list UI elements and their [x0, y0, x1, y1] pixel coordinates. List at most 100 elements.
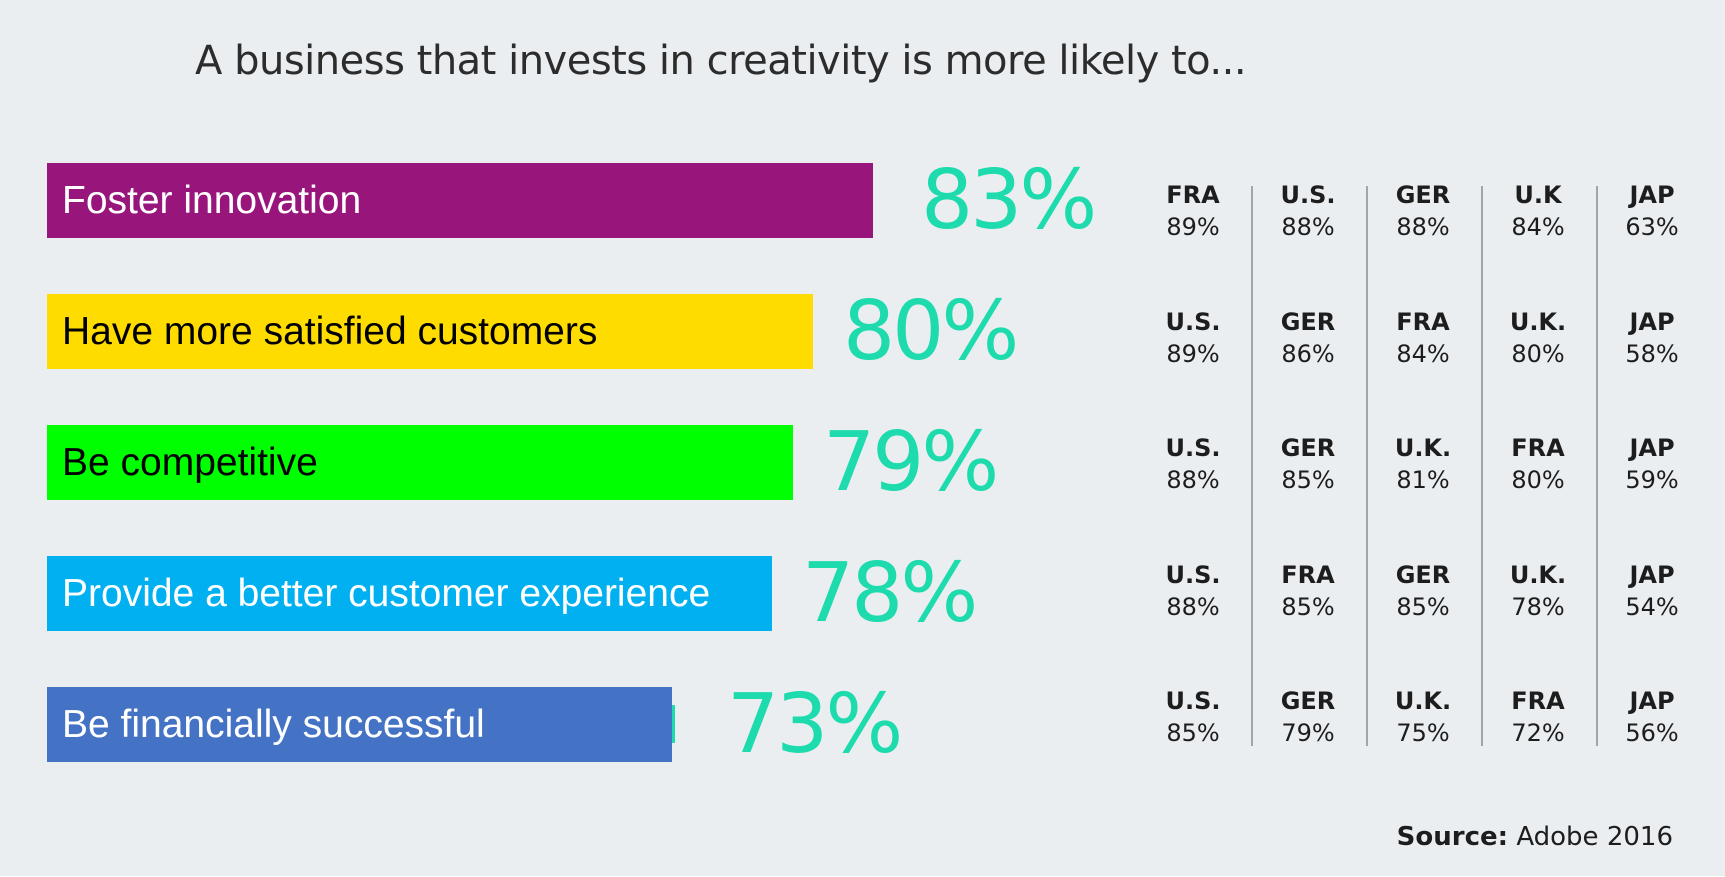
- bar: Have more satisfied customers: [47, 294, 813, 369]
- country-name: FRA: [1511, 687, 1565, 715]
- country-value: 84%: [1511, 213, 1565, 241]
- country-value: 54%: [1625, 593, 1679, 621]
- country-name: JAP: [1629, 308, 1675, 336]
- country-cell: GER 85%: [1373, 559, 1473, 623]
- country-name: JAP: [1629, 687, 1675, 715]
- country-name: U.S.: [1165, 434, 1221, 462]
- country-cell: JAP 59%: [1602, 432, 1702, 496]
- country-cell: JAP 56%: [1602, 685, 1702, 749]
- country-value: 75%: [1396, 719, 1450, 747]
- country-name: GER: [1395, 561, 1451, 589]
- country-cell: U.K. 78%: [1488, 559, 1588, 623]
- country-cell: U.S. 85%: [1143, 685, 1243, 749]
- country-name: FRA: [1511, 434, 1565, 462]
- country-value: 81%: [1396, 466, 1450, 494]
- bar-label: Be financially successful: [62, 702, 485, 746]
- column-separator: [1366, 186, 1368, 746]
- bar-value-label: 79%: [823, 415, 999, 510]
- country-name: GER: [1280, 308, 1336, 336]
- country-cell: JAP 54%: [1602, 559, 1702, 623]
- country-name: GER: [1280, 434, 1336, 462]
- bar-value-label: 80%: [843, 284, 1019, 379]
- country-name: U.K.: [1394, 434, 1452, 462]
- country-cell: U.S. 88%: [1258, 179, 1358, 243]
- country-name: JAP: [1629, 181, 1675, 209]
- bar: Provide a better customer experience: [47, 556, 772, 631]
- country-cell: U.S. 89%: [1143, 306, 1243, 370]
- country-value: 80%: [1511, 466, 1565, 494]
- country-cell: GER 85%: [1258, 432, 1358, 496]
- country-name: U.K.: [1509, 561, 1567, 589]
- country-cell: FRA 80%: [1488, 432, 1588, 496]
- country-value: 85%: [1281, 593, 1335, 621]
- country-cell: U.S. 88%: [1143, 432, 1243, 496]
- bar-value-label: 73%: [727, 677, 903, 772]
- country-value: 88%: [1396, 213, 1450, 241]
- country-name: JAP: [1629, 561, 1675, 589]
- country-value: 85%: [1166, 719, 1220, 747]
- country-name: U.S.: [1165, 561, 1221, 589]
- bar-value-label: 83%: [921, 153, 1097, 248]
- country-cell: GER 86%: [1258, 306, 1358, 370]
- country-name: JAP: [1629, 434, 1675, 462]
- country-value: 88%: [1166, 466, 1220, 494]
- country-value: 79%: [1281, 719, 1335, 747]
- country-value: 88%: [1281, 213, 1335, 241]
- country-name: FRA: [1166, 181, 1220, 209]
- country-name: GER: [1395, 181, 1451, 209]
- bar-end-marker: [672, 705, 675, 743]
- column-separator: [1596, 186, 1598, 746]
- bar-label: Foster innovation: [62, 178, 362, 222]
- country-cell: U.K. 81%: [1373, 432, 1473, 496]
- country-cell: GER 88%: [1373, 179, 1473, 243]
- country-name: U.S.: [1165, 687, 1221, 715]
- country-cell: FRA 72%: [1488, 685, 1588, 749]
- country-value: 89%: [1166, 340, 1220, 368]
- bar: Be competitive: [47, 425, 793, 500]
- country-cell: U.K 84%: [1488, 179, 1588, 243]
- bar-label: Provide a better customer experience: [62, 571, 711, 615]
- country-name: FRA: [1281, 561, 1335, 589]
- bar-label: Be competitive: [62, 440, 318, 484]
- bar-label: Have more satisfied customers: [62, 309, 598, 353]
- country-value: 85%: [1281, 466, 1335, 494]
- bar: Foster innovation: [47, 163, 873, 238]
- country-name: GER: [1280, 687, 1336, 715]
- country-name: U.K: [1514, 181, 1562, 209]
- source-note: Source: Adobe 2016: [1397, 822, 1673, 852]
- country-value: 80%: [1511, 340, 1565, 368]
- country-value: 88%: [1166, 593, 1220, 621]
- country-cell: JAP 58%: [1602, 306, 1702, 370]
- source-label: Source:: [1396, 822, 1509, 852]
- country-value: 84%: [1396, 340, 1450, 368]
- country-value: 86%: [1281, 340, 1335, 368]
- country-cell: GER 79%: [1258, 685, 1358, 749]
- country-value: 56%: [1625, 719, 1679, 747]
- column-separator: [1481, 186, 1483, 746]
- country-cell: U.K. 75%: [1373, 685, 1473, 749]
- country-value: 72%: [1511, 719, 1565, 747]
- chart-title: A business that invests in creativity is…: [195, 38, 1247, 84]
- country-value: 59%: [1625, 466, 1679, 494]
- country-cell: FRA 84%: [1373, 306, 1473, 370]
- bar: Be financially successful: [47, 687, 672, 762]
- column-separator: [1251, 186, 1253, 746]
- country-cell: JAP 63%: [1602, 179, 1702, 243]
- source-value: Adobe 2016: [1516, 822, 1673, 852]
- country-name: FRA: [1396, 308, 1450, 336]
- country-name: U.S.: [1280, 181, 1336, 209]
- country-cell: U.K. 80%: [1488, 306, 1588, 370]
- country-name: U.K.: [1509, 308, 1567, 336]
- country-value: 58%: [1625, 340, 1679, 368]
- country-value: 89%: [1166, 213, 1220, 241]
- country-name: U.K.: [1394, 687, 1452, 715]
- bar-value-label: 78%: [802, 546, 978, 641]
- country-value: 85%: [1396, 593, 1450, 621]
- country-cell: U.S. 88%: [1143, 559, 1243, 623]
- country-name: U.S.: [1165, 308, 1221, 336]
- country-cell: FRA 85%: [1258, 559, 1358, 623]
- country-value: 78%: [1511, 593, 1565, 621]
